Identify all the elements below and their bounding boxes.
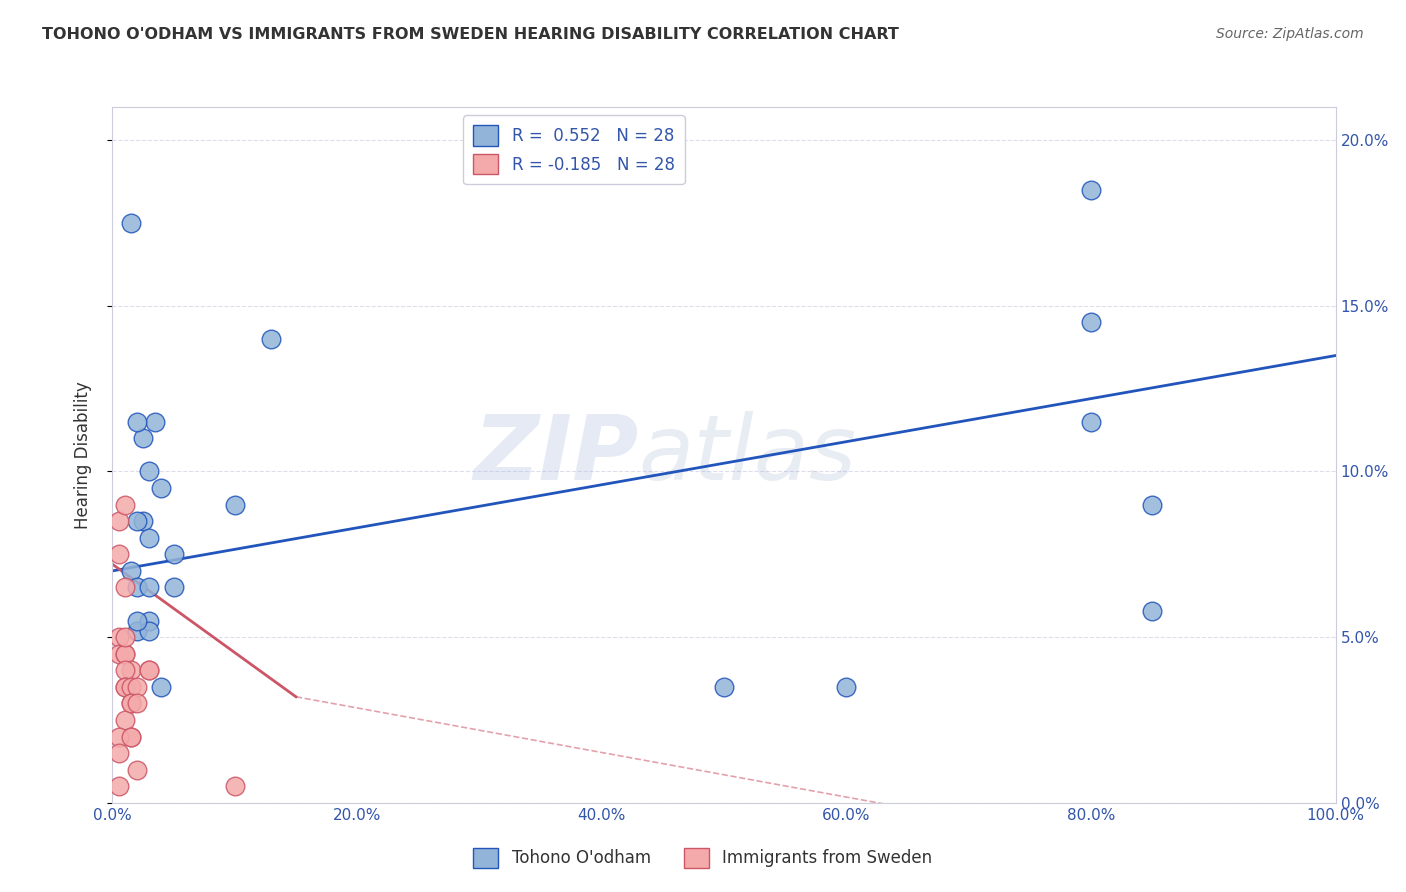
Point (125, 415, 148, 429)
Point (107, 730, 129, 744)
Text: Source: ZipAtlas.com: Source: ZipAtlas.com (1216, 27, 1364, 41)
Legend: Tohono O'odham, Immigrants from Sweden: Tohono O'odham, Immigrants from Sweden (467, 841, 939, 875)
Point (1080, 415, 1102, 429)
Point (120, 730, 142, 744)
Point (114, 630, 136, 644)
Point (120, 216, 142, 230)
Point (150, 481, 173, 495)
Point (120, 730, 142, 744)
Point (138, 624, 160, 638)
Point (107, 514, 129, 528)
Text: ZIP: ZIP (474, 411, 638, 499)
Point (120, 663, 142, 677)
Point (114, 581, 136, 595)
Point (114, 647, 136, 661)
Point (114, 498, 136, 512)
Point (132, 514, 155, 528)
Point (1080, 183, 1102, 197)
Point (107, 647, 129, 661)
Point (163, 547, 186, 561)
Point (132, 431, 155, 445)
Point (138, 614, 160, 628)
Point (125, 514, 148, 528)
Point (125, 581, 148, 595)
Legend: R =  0.552   N = 28, R = -0.185   N = 28: R = 0.552 N = 28, R = -0.185 N = 28 (464, 115, 685, 185)
Point (107, 746, 129, 760)
Point (120, 697, 142, 711)
Point (143, 415, 166, 429)
Point (114, 680, 136, 694)
Point (138, 663, 160, 677)
Point (1080, 315, 1102, 329)
Point (163, 581, 186, 595)
Point (114, 713, 136, 727)
Point (120, 680, 142, 694)
Point (125, 624, 148, 638)
Point (114, 663, 136, 677)
Point (138, 531, 160, 545)
Y-axis label: Hearing Disability: Hearing Disability (73, 381, 91, 529)
Text: TOHONO O'ODHAM VS IMMIGRANTS FROM SWEDEN HEARING DISABILITY CORRELATION CHART: TOHONO O'ODHAM VS IMMIGRANTS FROM SWEDEN… (42, 27, 898, 42)
Point (150, 680, 173, 694)
Point (713, 680, 735, 694)
Point (138, 663, 160, 677)
Point (224, 779, 246, 793)
Text: atlas: atlas (638, 411, 856, 499)
Point (125, 680, 148, 694)
Point (114, 647, 136, 661)
Point (138, 465, 160, 479)
Point (107, 630, 129, 644)
Point (107, 779, 129, 793)
Point (260, 332, 283, 346)
Point (114, 680, 136, 694)
Point (224, 498, 246, 512)
Point (835, 680, 858, 694)
Point (138, 581, 160, 595)
Point (1142, 498, 1164, 512)
Point (125, 614, 148, 628)
Point (1142, 604, 1164, 618)
Point (107, 547, 129, 561)
Point (120, 697, 142, 711)
Point (125, 763, 148, 777)
Point (120, 564, 142, 578)
Point (125, 697, 148, 711)
